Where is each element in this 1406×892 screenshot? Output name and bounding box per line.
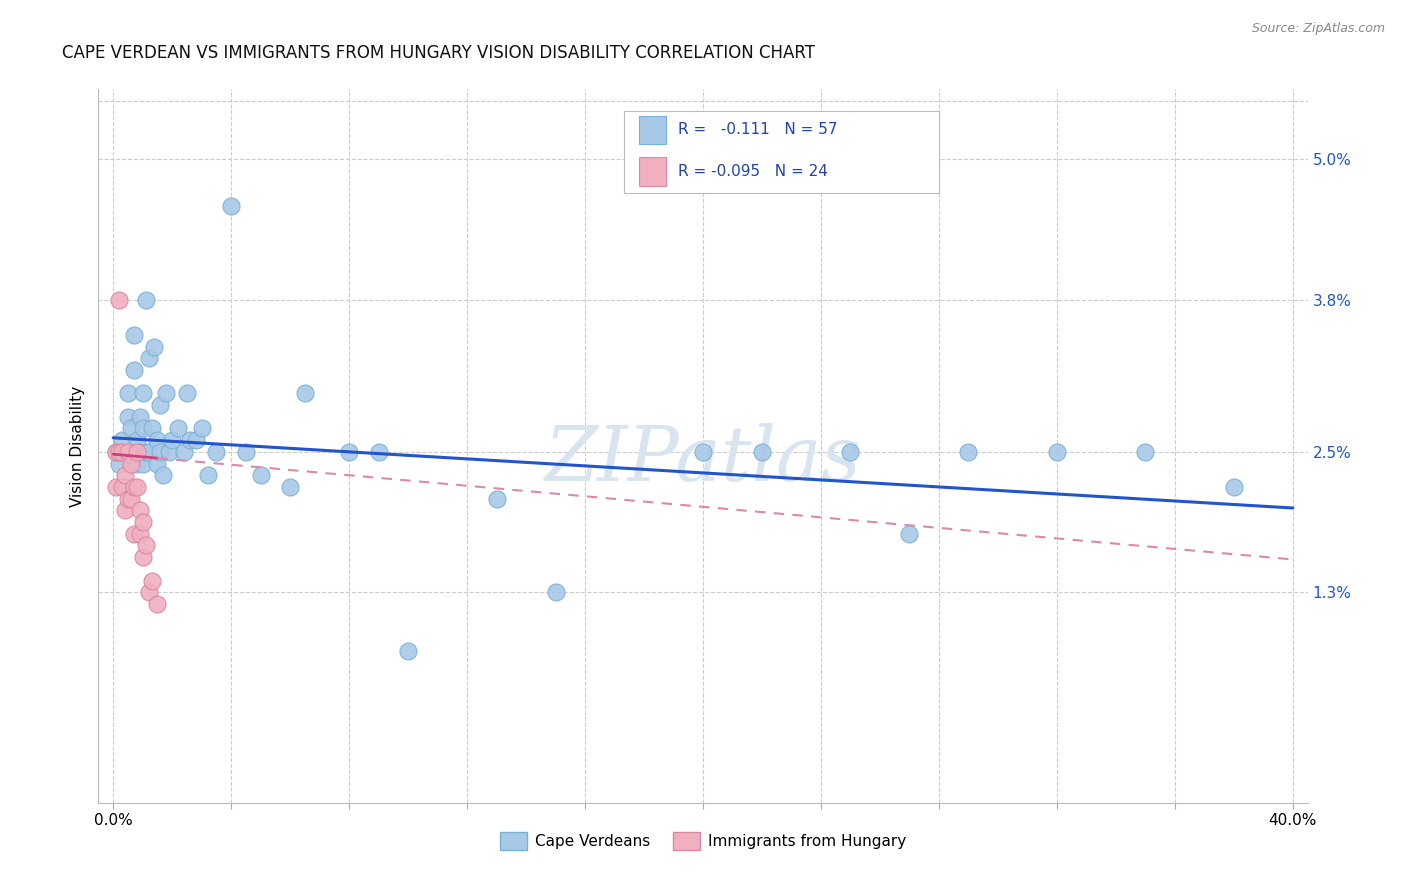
Point xyxy=(122,363,145,377)
Point xyxy=(105,445,128,459)
Point xyxy=(111,433,134,447)
Point xyxy=(111,445,134,459)
Point xyxy=(149,398,172,412)
Point xyxy=(117,445,139,459)
Point xyxy=(167,421,190,435)
Point xyxy=(131,515,153,529)
Point xyxy=(839,445,862,459)
Bar xyxy=(638,157,665,186)
Point xyxy=(179,433,201,447)
Point xyxy=(111,480,134,494)
Point xyxy=(898,526,921,541)
Point xyxy=(141,421,163,435)
Point xyxy=(135,445,157,459)
Point xyxy=(105,445,128,459)
Point xyxy=(108,293,131,307)
Point xyxy=(131,421,153,435)
Point xyxy=(122,526,145,541)
Point xyxy=(114,480,136,494)
Point xyxy=(108,445,131,459)
Y-axis label: Vision Disability: Vision Disability xyxy=(69,385,84,507)
Point xyxy=(105,480,128,494)
Point xyxy=(117,409,139,424)
Point xyxy=(1223,480,1246,494)
Point xyxy=(128,526,150,541)
Point xyxy=(184,433,207,447)
Point xyxy=(146,433,169,447)
Point xyxy=(190,421,212,435)
Point xyxy=(125,480,148,494)
Text: Source: ZipAtlas.com: Source: ZipAtlas.com xyxy=(1251,22,1385,36)
Point xyxy=(146,597,169,611)
Point xyxy=(122,327,145,342)
Point xyxy=(117,491,139,506)
Legend: Cape Verdeans, Immigrants from Hungary: Cape Verdeans, Immigrants from Hungary xyxy=(494,826,912,855)
Text: R =   -0.111   N = 57: R = -0.111 N = 57 xyxy=(678,122,837,137)
Point xyxy=(120,457,142,471)
Point xyxy=(155,386,177,401)
Point xyxy=(219,199,242,213)
Point xyxy=(337,445,360,459)
Point xyxy=(108,457,131,471)
Point xyxy=(141,574,163,588)
Point xyxy=(544,585,567,599)
Point xyxy=(125,457,148,471)
Point xyxy=(128,503,150,517)
Point xyxy=(128,409,150,424)
Point xyxy=(146,457,169,471)
Point xyxy=(131,457,153,471)
Point xyxy=(131,550,153,565)
Text: CAPE VERDEAN VS IMMIGRANTS FROM HUNGARY VISION DISABILITY CORRELATION CHART: CAPE VERDEAN VS IMMIGRANTS FROM HUNGARY … xyxy=(62,45,815,62)
Point xyxy=(249,468,271,483)
Bar xyxy=(638,116,665,145)
Point xyxy=(160,433,183,447)
Point xyxy=(692,445,714,459)
Point xyxy=(157,445,180,459)
Point xyxy=(1046,445,1069,459)
Point xyxy=(135,293,157,307)
Point xyxy=(138,585,160,599)
Point xyxy=(278,480,301,494)
Point xyxy=(173,445,195,459)
Point xyxy=(138,351,160,366)
Point xyxy=(143,340,166,354)
Point xyxy=(294,386,316,401)
Point xyxy=(138,445,160,459)
Point xyxy=(751,445,773,459)
Point xyxy=(120,491,142,506)
FancyBboxPatch shape xyxy=(624,111,939,193)
Point xyxy=(120,421,142,435)
Point xyxy=(205,445,228,459)
Point xyxy=(149,445,172,459)
Point xyxy=(367,445,389,459)
Point xyxy=(485,491,508,506)
Point xyxy=(152,468,174,483)
Point xyxy=(957,445,980,459)
Point xyxy=(114,503,136,517)
Point xyxy=(117,386,139,401)
Text: ZIPatlas: ZIPatlas xyxy=(544,424,862,497)
Point xyxy=(176,386,198,401)
Point xyxy=(135,538,157,552)
Point xyxy=(114,468,136,483)
Point xyxy=(197,468,219,483)
Point xyxy=(125,433,148,447)
Point xyxy=(125,445,148,459)
Point xyxy=(1135,445,1157,459)
Point xyxy=(131,386,153,401)
Point xyxy=(120,445,142,459)
Point xyxy=(235,445,257,459)
Point xyxy=(396,644,419,658)
Point xyxy=(128,445,150,459)
Text: R = -0.095   N = 24: R = -0.095 N = 24 xyxy=(678,164,828,178)
Point xyxy=(122,480,145,494)
